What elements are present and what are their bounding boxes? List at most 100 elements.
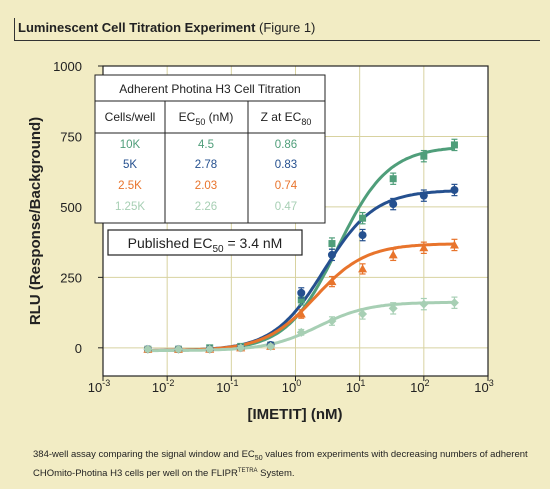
data-point-1.25K <box>236 343 246 353</box>
published-ec50-text: Published EC50 = 3.4 nM <box>128 235 283 255</box>
marker-circle <box>297 288 306 297</box>
table-cell: 2.5K <box>118 180 142 192</box>
marker-diamond <box>449 298 459 308</box>
marker-triangle <box>296 309 306 318</box>
table-cell: 1.25K <box>115 201 145 213</box>
marker-square <box>297 296 305 304</box>
table-cell: 2.78 <box>195 159 217 171</box>
marker-diamond <box>143 344 153 354</box>
data-point-1.25K <box>327 316 337 326</box>
marker-diamond <box>173 344 183 354</box>
marker-circle <box>327 250 336 259</box>
marker-square <box>328 240 336 248</box>
x-axis-label: [IMETIT] (nM) <box>248 406 343 423</box>
marker-diamond <box>205 344 215 354</box>
data-point-1.25K <box>449 296 459 309</box>
marker-square <box>450 141 458 149</box>
marker-circle <box>419 191 428 200</box>
x-tick-label: 100 <box>282 378 301 395</box>
data-point-10K <box>389 172 397 185</box>
table-header-cell: Z at EC80 <box>261 110 312 127</box>
table-cell: 0.86 <box>275 139 297 151</box>
marker-square <box>420 152 428 160</box>
chart-header: Luminescent Cell Titration Experiment (F… <box>18 20 315 35</box>
data-point-2.5K <box>358 263 368 275</box>
x-tick-label: 103 <box>474 378 493 395</box>
x-tick-label: 10-3 <box>88 378 110 395</box>
table-header-row: Cells/well EC50 (nM) Z at EC80 <box>105 110 312 127</box>
marker-triangle <box>419 243 429 252</box>
data-point-1.25K <box>266 341 276 351</box>
figure-caption: 384-well assay comparing the signal wind… <box>33 449 538 480</box>
marker-triangle <box>358 264 368 273</box>
data-point-1.25K <box>205 344 215 354</box>
data-point-1.25K <box>296 327 306 337</box>
marker-square <box>359 214 367 222</box>
data-point-10K <box>450 138 458 152</box>
marker-diamond <box>388 303 398 313</box>
marker-diamond <box>327 316 337 326</box>
table-cell: 0.47 <box>275 201 297 213</box>
data-point-10K <box>420 149 428 163</box>
data-point-5K <box>450 183 459 197</box>
y-tick-label: 1000 <box>53 59 82 74</box>
caption-text: 384-well assay comparing the signal wind… <box>33 449 528 480</box>
ec50-table: Adherent Photina H3 Cell Titration Cells… <box>94 74 326 224</box>
x-tick-labels: 10-3 10-2 10-1 100 101 102 103 <box>88 376 494 395</box>
table-cell: 5K <box>123 159 137 171</box>
marker-circle <box>389 200 398 209</box>
table-cell: 2.26 <box>195 201 217 213</box>
data-point-5K <box>389 197 398 211</box>
data-point-2.5K <box>388 248 398 262</box>
x-tick-label: 101 <box>346 378 365 395</box>
y-tick-label: 250 <box>60 270 82 285</box>
data-point-5K <box>358 228 367 242</box>
data-point-1.25K <box>419 297 429 311</box>
data-point-1.25K <box>143 344 153 354</box>
marker-triangle <box>449 240 459 249</box>
table-header-cell: EC50 (nM) <box>179 110 234 127</box>
x-tick-label: 10-2 <box>152 378 174 395</box>
x-tick-label: 10-1 <box>216 378 238 395</box>
table-header-cell: Cells/well <box>105 110 156 124</box>
y-tick-labels: 0 250 500 750 1000 <box>53 59 103 356</box>
marker-diamond <box>296 327 306 337</box>
data-point-5K <box>419 189 428 202</box>
chart-title-figure-ref: (Figure 1) <box>255 20 316 35</box>
marker-triangle <box>327 277 337 286</box>
marker-square <box>389 175 397 183</box>
y-tick-label: 0 <box>75 341 82 356</box>
table-cell: 0.83 <box>275 159 297 171</box>
marker-circle <box>450 186 459 194</box>
data-point-10K <box>359 211 367 225</box>
data-point-2.5K <box>327 275 337 288</box>
table-cell: 0.74 <box>275 180 298 192</box>
marker-triangle <box>388 250 398 259</box>
table-body: 10K 4.5 0.86 5K 2.78 0.83 2.5K 2.03 0.74 1.25K 2.2… <box>115 139 298 213</box>
data-point-2.5K <box>419 241 429 255</box>
y-tick-label: 500 <box>60 200 82 215</box>
data-point-2.5K <box>449 238 459 252</box>
data-point-1.25K <box>358 308 368 320</box>
x-tick-label: 102 <box>410 378 429 395</box>
table-cell: 4.5 <box>198 139 214 151</box>
chart-title: Luminescent Cell Titration Experiment <box>18 20 256 35</box>
marker-diamond <box>266 341 276 351</box>
table-title: Adherent Photina H3 Cell Titration <box>119 82 300 96</box>
marker-diamond <box>236 343 246 353</box>
data-point-2.5K <box>296 309 306 319</box>
data-point-1.25K <box>388 302 398 315</box>
table-cell: 10K <box>120 139 141 151</box>
marker-diamond <box>419 299 429 309</box>
data-point-1.25K <box>173 344 183 354</box>
published-ec50-box: Published EC50 = 3.4 nM <box>107 229 303 256</box>
marker-circle <box>358 231 367 240</box>
data-point-5K <box>297 287 306 299</box>
y-tick-label: 750 <box>60 129 82 144</box>
data-point-5K <box>327 248 336 262</box>
title-rule <box>14 18 540 41</box>
marker-diamond <box>358 309 368 319</box>
y-axis-label: RLU (Response/Background) <box>27 117 44 325</box>
data-points <box>143 138 459 354</box>
